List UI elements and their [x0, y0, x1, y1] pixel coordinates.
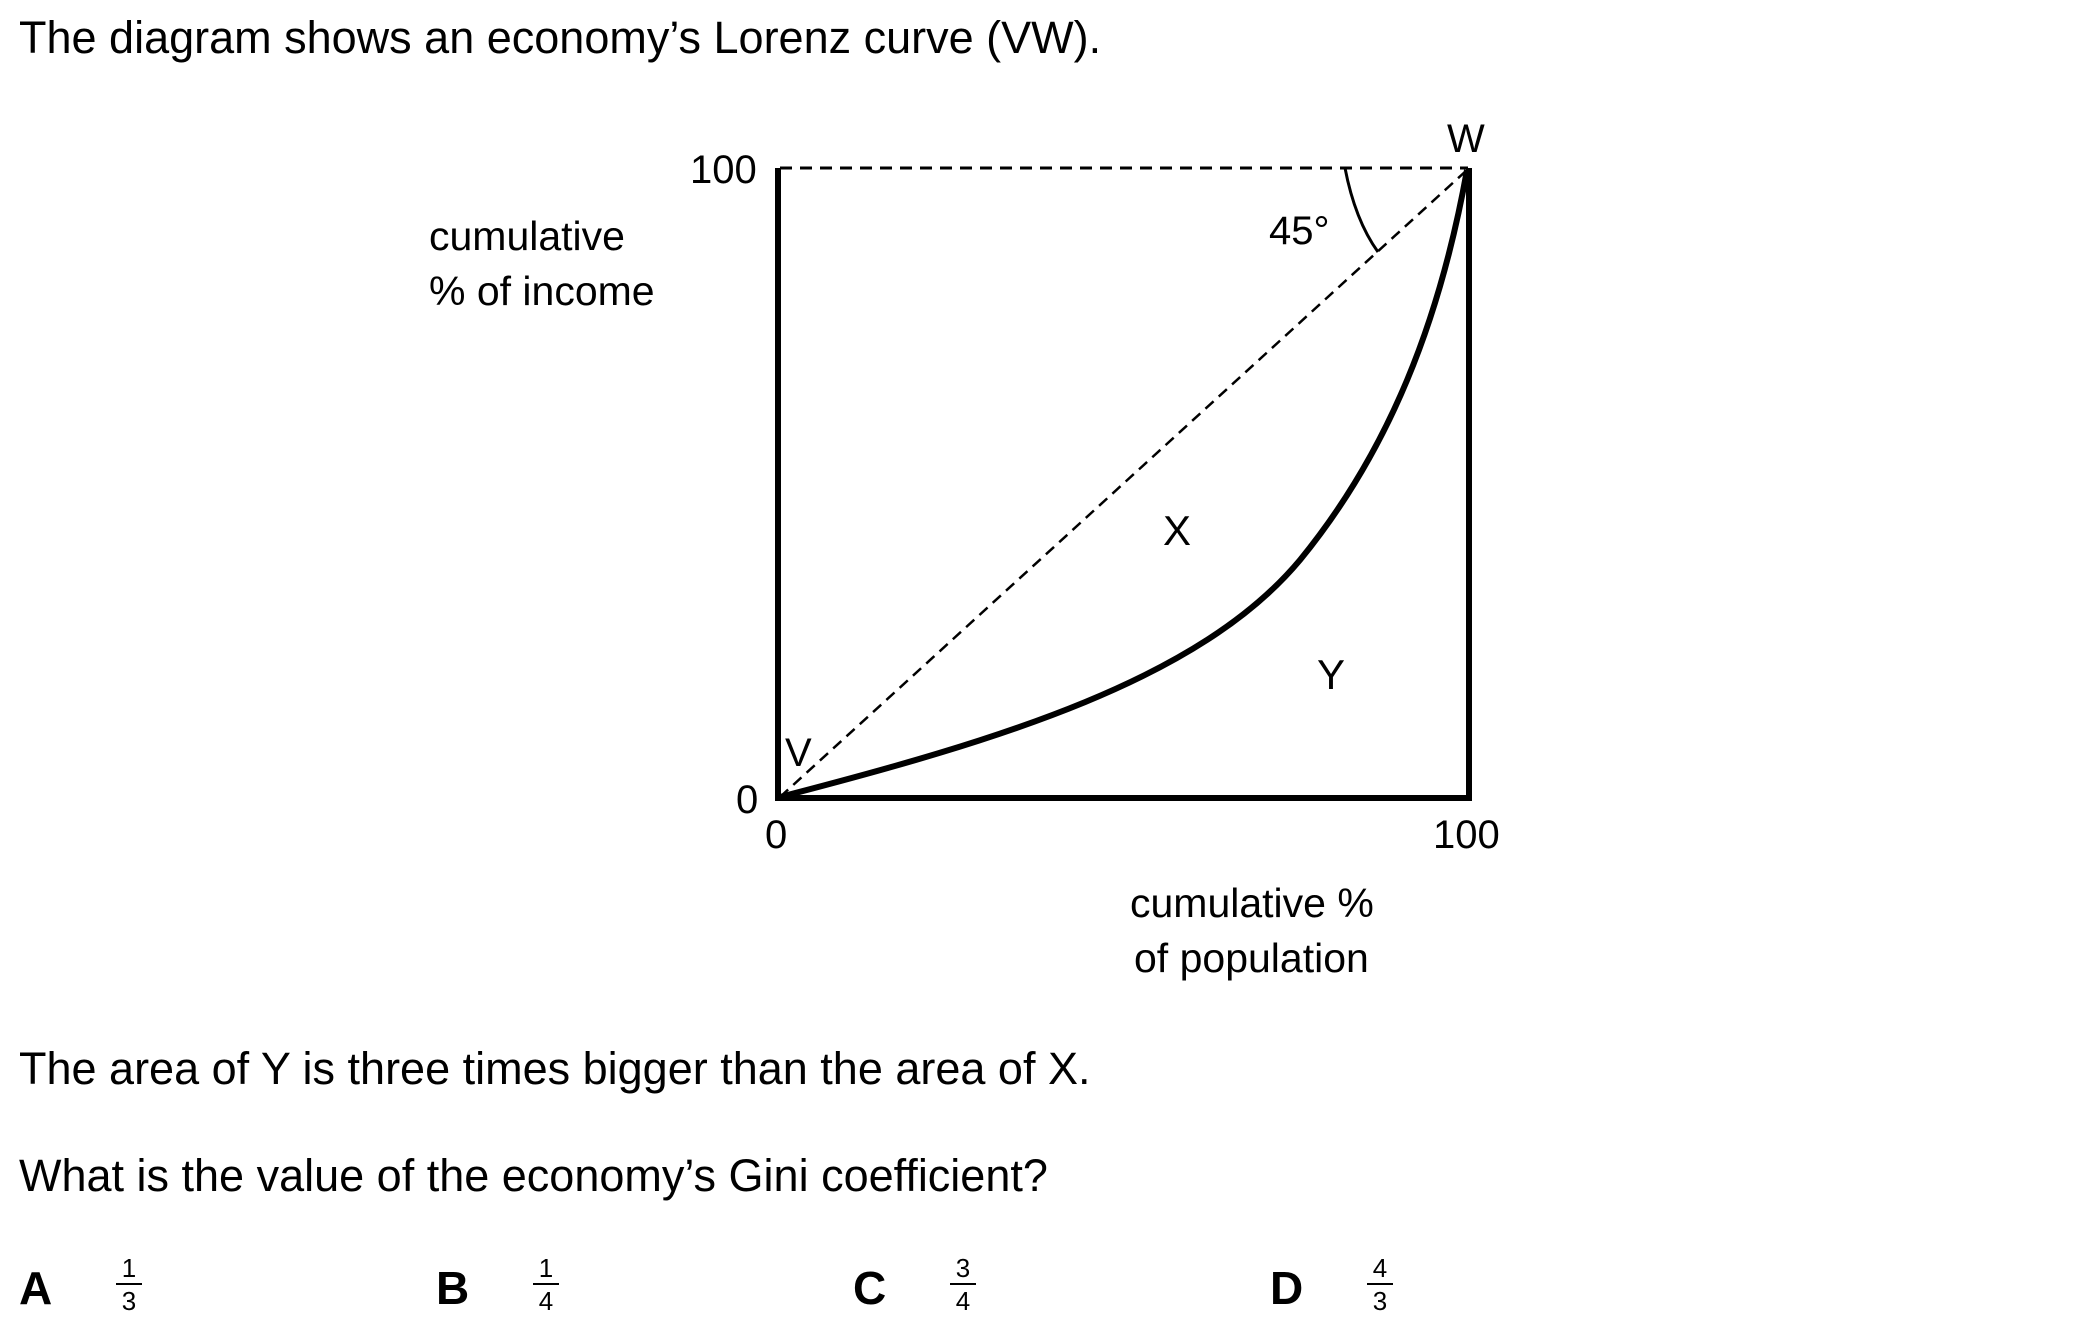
fraction-bar: [950, 1283, 976, 1285]
option-letter: A: [19, 1262, 53, 1314]
fraction-bar: [533, 1283, 559, 1285]
lorenz-curve: [779, 169, 1470, 800]
x-tick-right: 100: [1433, 813, 1500, 857]
fraction-bar: [116, 1283, 142, 1285]
line-of-equality: [779, 169, 1468, 798]
fraction-numerator: 1: [538, 1253, 554, 1283]
point-v-label: V: [785, 731, 812, 775]
option-fraction: 1 4: [533, 1255, 559, 1315]
x-axis-label-line1: cumulative %: [1130, 880, 1374, 926]
fraction-numerator: 3: [955, 1253, 971, 1283]
point-w-label: W: [1447, 117, 1485, 161]
option-fraction: 4 3: [1367, 1255, 1393, 1315]
y-tick-bottom: 0: [736, 778, 758, 822]
option-letter: C: [853, 1262, 887, 1314]
option-letter: B: [436, 1262, 470, 1314]
fraction-denominator: 3: [1372, 1286, 1388, 1316]
fraction-numerator: 4: [1372, 1253, 1388, 1283]
region-x-label: X: [1163, 507, 1191, 554]
question-intro: The diagram shows an economy’s Lorenz cu…: [19, 12, 1102, 63]
fraction-numerator: 1: [121, 1253, 137, 1283]
y-axis-label-line1: cumulative: [429, 213, 625, 259]
y-tick-top: 100: [690, 148, 757, 192]
x-tick-left: 0: [765, 813, 787, 857]
angle-label: 45°: [1269, 209, 1330, 253]
question-prompt: What is the value of the economy’s Gini …: [19, 1150, 1048, 1201]
question-statement: The area of Y is three times bigger than…: [19, 1043, 1091, 1094]
fraction-bar: [1367, 1283, 1393, 1285]
fraction-denominator: 4: [955, 1286, 971, 1316]
option-letter: D: [1270, 1262, 1304, 1314]
region-y-label: Y: [1317, 651, 1345, 698]
lorenz-curve-diagram: cumulative % of income 100 0 0 100 V W 4…: [429, 117, 1500, 981]
option-fraction: 1 3: [116, 1255, 142, 1315]
fraction-denominator: 3: [121, 1286, 137, 1316]
fraction-denominator: 4: [538, 1286, 554, 1316]
angle-arc: [1343, 167, 1380, 253]
x-axis-label-line2: of population: [1134, 935, 1369, 981]
y-axis-label-line2: % of income: [429, 268, 655, 314]
option-fraction: 3 4: [950, 1255, 976, 1315]
